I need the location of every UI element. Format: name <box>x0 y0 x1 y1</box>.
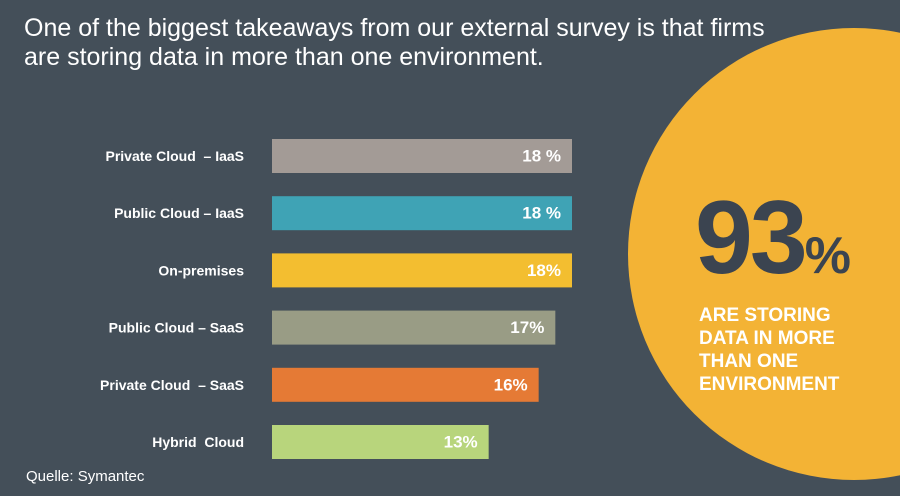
callout-stat: 93% <box>695 186 851 290</box>
value-label: 17% <box>510 318 544 337</box>
category-label: Public Cloud – IaaS <box>114 205 244 221</box>
callout-line-3: THAN ONE <box>699 351 799 372</box>
value-label: 18% <box>527 261 561 280</box>
callout-text: ARE STORING DATA IN MORE THAN ONE ENVIRO… <box>699 304 889 396</box>
category-label: Public Cloud – SaaS <box>109 320 244 336</box>
source-note: Quelle: Symantec <box>26 468 145 485</box>
value-label: 13% <box>444 433 478 452</box>
value-label: 18 % <box>522 147 561 166</box>
category-label: Private Cloud – SaaS <box>100 377 244 393</box>
headline: One of the biggest takeaways from our ex… <box>24 14 784 72</box>
callout-percent-sign: % <box>804 227 851 285</box>
bar <box>272 139 572 173</box>
bar-chart: Private Cloud – IaaS 18 % Public Cloud – I… <box>100 139 572 459</box>
category-label: Private Cloud – IaaS <box>106 148 245 164</box>
bar <box>272 253 572 288</box>
bar <box>272 196 572 231</box>
category-label: Hybrid Cloud <box>152 434 244 450</box>
headline-line-1: One of the biggest takeaways from our ex… <box>24 14 765 42</box>
bar <box>272 367 539 402</box>
value-label: 18 % <box>522 204 561 223</box>
callout-line-4: ENVIRONMENT <box>699 374 840 395</box>
callout-number: 93 <box>695 180 808 296</box>
bar <box>272 425 489 459</box>
callout-line-1: ARE STORING <box>699 305 831 326</box>
headline-line-2: are storing data in more than one enviro… <box>24 43 544 71</box>
value-label: 16% <box>494 375 528 394</box>
bar <box>272 310 556 345</box>
callout-line-2: DATA IN MORE <box>699 328 835 349</box>
category-label: On-premises <box>158 262 244 278</box>
